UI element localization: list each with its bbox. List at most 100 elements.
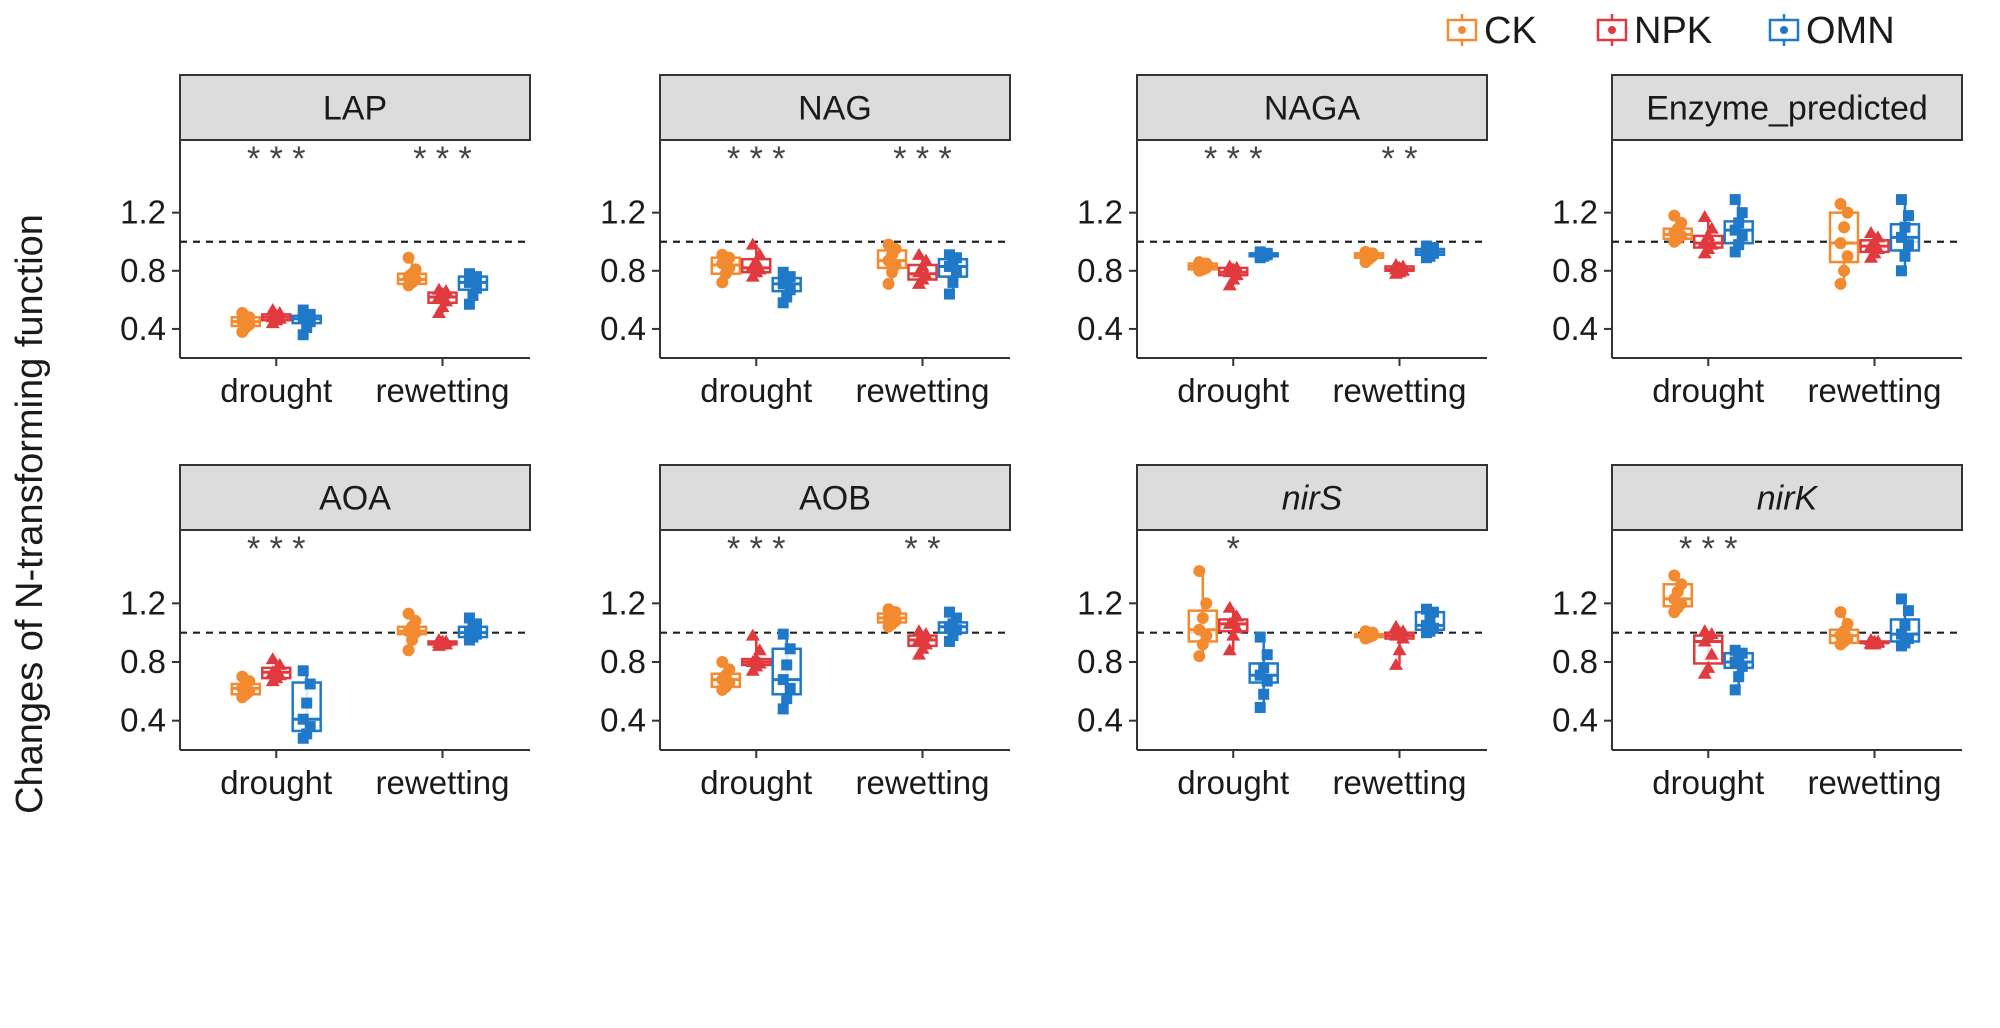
legend-label-ck: CK [1484,10,1537,52]
data-point [1733,671,1745,683]
data-point [716,656,729,668]
panel-nirs: nirS 0.4 0.8 1.2 drought * rewetting [1077,464,1488,801]
box-rewetting-npk [427,633,458,651]
data-point [777,297,789,309]
data-point [781,659,793,671]
box-rewetting-npk [907,247,938,289]
data-point [1899,250,1911,262]
data-point [882,277,895,290]
data-point [1668,569,1681,582]
data-point [1729,224,1741,236]
data-point [1675,578,1688,591]
panel-title: NAGA [1264,90,1361,128]
data-point [470,628,482,640]
data-point [409,263,422,276]
x-tick-label: drought [1652,372,1764,409]
box-drought-npk [261,303,292,329]
data-point [301,697,313,709]
data-point [470,282,482,294]
data-point [470,271,482,283]
data-point [912,624,926,637]
panel-enzyme-predicted: Enzyme_predicted 0.4 0.8 1.2 drought rewettin… [1552,74,1963,409]
significance-marker: * [1227,530,1240,568]
legend-item-omn: OMN [1768,10,1895,52]
panel-strip [1136,464,1488,531]
data-point [402,644,415,657]
data-point [1899,221,1911,233]
x-tick-label: rewetting [376,372,510,409]
data-point [784,682,796,694]
data-point [781,693,793,705]
data-point [1420,619,1432,631]
x-tick-label: rewetting [1333,764,1467,801]
box-rewetting-npk [907,624,938,660]
box-rewetting-ck [1828,606,1860,651]
legend-label-omn: OMN [1806,10,1895,52]
data-point [777,266,789,278]
significance-marker: * * [905,530,941,568]
data-point [1729,684,1741,696]
box-rewetting-npk [1859,226,1890,263]
data-point [1359,245,1372,258]
data-point [943,635,955,647]
data-point [1864,226,1878,239]
y-tick-label: 0.8 [1077,252,1123,289]
data-point [950,266,962,278]
data-point [1895,265,1907,277]
data-point [745,237,760,250]
y-tick-label: 0.8 [1552,252,1598,289]
significance-marker: * * * [1679,530,1738,568]
box-drought-ck [230,670,262,704]
data-point [463,268,475,280]
box-drought-omn [1248,246,1279,264]
box-rewetting-omn [457,612,489,646]
data-point [1902,239,1914,251]
data-point [1701,660,1716,673]
data-point [1389,257,1403,270]
box-rewetting-ck [396,607,428,657]
data-point [1697,624,1712,637]
data-point [1193,565,1206,578]
data-point [1841,617,1854,630]
box-rewetting-npk [1859,633,1890,650]
y-axis-label: Changes of N-transforming function [9,214,51,814]
y-tick-label: 1.2 [1552,194,1598,231]
data-point [301,321,313,333]
data-point [1736,647,1748,659]
x-tick-label: rewetting [856,764,990,801]
data-point [1258,688,1270,700]
x-tick-label: rewetting [856,372,990,409]
y-tick-label: 1.2 [1077,194,1123,231]
data-point [1359,625,1372,638]
data-point [236,306,249,319]
x-tick-label: drought [220,764,332,801]
box-rewetting-omn [1414,603,1446,639]
data-point [1902,210,1914,222]
data-point [777,703,789,715]
data-point [947,630,959,642]
data-point [882,603,895,616]
y-tick-label: 0.4 [120,310,166,347]
data-point [947,276,959,288]
y-tick-label: 0.4 [1077,310,1123,347]
significance-marker: * * * [727,140,786,178]
panel-strip [659,74,1011,141]
data-point [784,284,796,296]
data-point [304,721,316,733]
data-point [1254,669,1266,681]
data-point [950,252,962,264]
box-rewetting-ck [876,238,908,290]
data-point [297,304,309,316]
panel-strip [1136,74,1488,141]
data-point [950,612,962,624]
y-tick-label: 0.4 [1552,702,1598,739]
significance-marker: * * * [893,140,952,178]
legend-key-point [1608,26,1616,34]
legend: CK NPK OMN [1446,10,1895,52]
box-rewetting-omn [457,268,489,310]
box-rewetting-npk [1384,257,1415,279]
y-tick-label: 1.2 [600,194,646,231]
data-point [1389,657,1403,670]
data-point [1424,612,1436,624]
